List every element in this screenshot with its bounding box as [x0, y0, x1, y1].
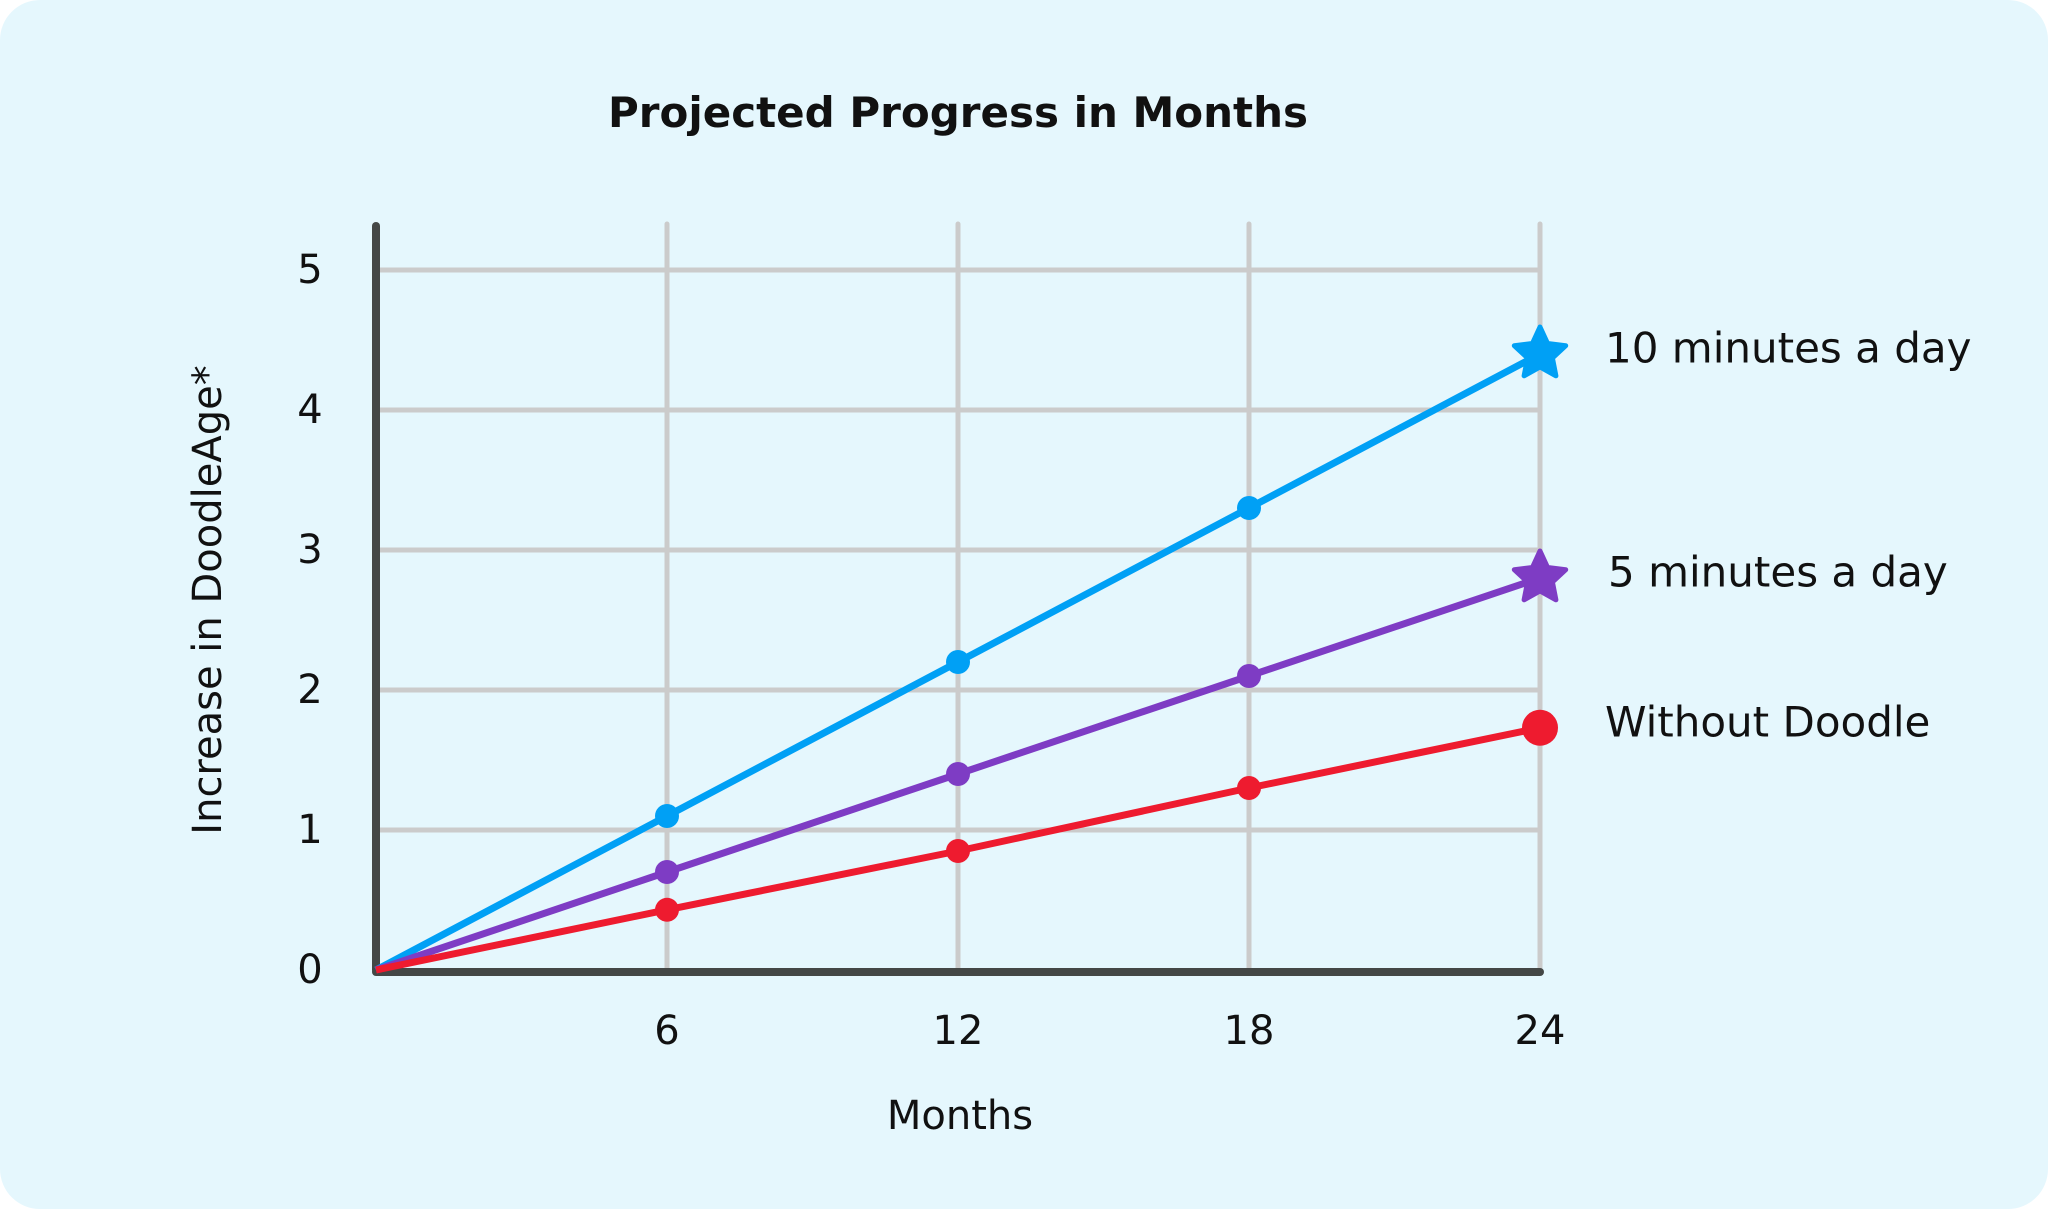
- x-axis-label: Months: [886, 1093, 1034, 1139]
- y-tick: 2: [297, 667, 323, 713]
- y-tick: 1: [297, 807, 323, 853]
- legend-label-without-doodle: Without Doodle: [1605, 697, 1931, 747]
- y-tick: 0: [297, 947, 323, 993]
- y-tick: 5: [297, 247, 323, 293]
- data-point: [655, 804, 679, 828]
- star-marker-icon: [1511, 324, 1569, 379]
- x-tick: 18: [1223, 1008, 1275, 1054]
- axes: [372, 222, 1544, 976]
- data-point: [946, 839, 970, 863]
- x-tick: 6: [654, 1008, 680, 1054]
- data-point: [1237, 776, 1261, 800]
- series-lines: [374, 324, 1569, 974]
- data-point: [655, 897, 679, 922]
- legend-label-5-minutes: 5 minutes a day: [1608, 547, 1948, 597]
- x-tick: 24: [1514, 1008, 1566, 1054]
- data-point: [946, 762, 970, 786]
- circle-marker-icon: [1522, 709, 1558, 746]
- y-tick: 4: [297, 387, 323, 433]
- data-point: [655, 860, 679, 884]
- data-point: [1237, 496, 1261, 520]
- chart-title: Projected Progress in Months: [607, 88, 1309, 137]
- y-tick: 3: [297, 527, 323, 573]
- data-point: [946, 650, 970, 674]
- star-marker-icon: [1511, 548, 1569, 603]
- legend-label-10-minutes: 10 minutes a day: [1605, 323, 1972, 373]
- y-axis-label: Increase in DoodleAge*: [185, 365, 231, 835]
- data-point: [1237, 664, 1261, 688]
- x-tick: 12: [932, 1008, 984, 1054]
